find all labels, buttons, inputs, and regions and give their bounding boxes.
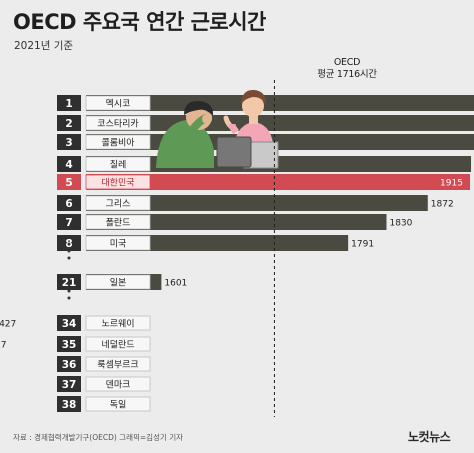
rank-label: 1: [65, 98, 72, 110]
ellipsis-dots: [67, 242, 71, 300]
page-subtitle: 2021년 기준: [14, 40, 74, 52]
rank-box: [57, 214, 81, 230]
rank-box: [57, 115, 81, 131]
bar-8: [86, 235, 349, 251]
country-label: 덴마크: [106, 380, 131, 391]
publisher-logo: 노컷뉴스: [408, 430, 451, 444]
rank-label: 7: [65, 217, 72, 229]
bar-5: [86, 174, 471, 190]
oecd-average-label: OECD 평균 1716시간: [306, 57, 388, 81]
country-name-box: [85, 134, 151, 150]
oecd-average-label-line1: OECD: [333, 57, 361, 68]
country-label: 노르웨이: [101, 318, 134, 330]
rank-box: [57, 396, 81, 412]
oecd-average-label-line2: 평균 1716시간: [317, 69, 377, 80]
rank-box: [57, 376, 81, 392]
rank-box: [57, 134, 81, 150]
value-label: 1417: [0, 341, 6, 351]
country-label: 칠레: [110, 160, 127, 171]
man-figure: [156, 100, 252, 168]
rank-label: 2: [65, 118, 72, 130]
country-label: 룩셈부르크: [97, 360, 138, 371]
value-label: 1830: [389, 219, 412, 229]
rank-box: [57, 156, 81, 172]
country-name-box: [85, 376, 151, 392]
value-label: 1601: [164, 279, 187, 289]
country-name-box: [85, 336, 151, 352]
country-label: 미국: [110, 239, 127, 250]
source-note: 자료 : 경제협력개발기구(OECD) 그래픽=김성기 기자: [13, 433, 184, 442]
rank-box: [57, 195, 81, 211]
bar-7: [86, 214, 387, 230]
value-label: 1915: [440, 179, 463, 189]
office-workers-illustration: [156, 89, 279, 169]
country-name-box: [85, 396, 151, 412]
rank-box: [57, 274, 81, 290]
rank-box: [57, 336, 81, 352]
country-label: 대한민국: [101, 178, 134, 189]
country-label: 멕시코: [106, 99, 131, 110]
country-label: 독일: [110, 400, 127, 411]
country-name-box: [85, 235, 151, 251]
bar-1: [86, 95, 474, 111]
country-name-box: [85, 115, 151, 131]
page-title: OECD 주요국 연간 근로시간: [13, 10, 266, 34]
country-label: 콜롬비아: [101, 138, 135, 149]
rank-label: 37: [62, 379, 77, 391]
rank-label: 34: [62, 318, 77, 330]
country-name-box: [85, 315, 151, 331]
country-name-box: [85, 274, 151, 290]
bar-6: [86, 195, 428, 211]
country-name-box: [85, 174, 151, 190]
country-label: 코스타리카: [97, 119, 138, 130]
rank-label: 6: [65, 198, 72, 210]
rank-box: [57, 315, 81, 331]
value-label: 1427: [0, 320, 16, 330]
country-name-box: [85, 356, 151, 372]
rank-box: [57, 95, 81, 111]
value-label: 1872: [431, 200, 454, 210]
rank-label: 36: [62, 359, 77, 371]
rank-box: [57, 174, 81, 190]
rank-label: 38: [62, 399, 77, 411]
country-name-box: [85, 214, 151, 230]
country-name-box: [85, 156, 151, 172]
rank-label: 4: [65, 159, 72, 171]
country-label: 폴란드: [106, 217, 131, 229]
rank-label: 35: [62, 339, 77, 351]
rank-box: [57, 356, 81, 372]
country-label: 일본: [110, 278, 127, 289]
country-label: 그리스: [106, 199, 131, 210]
country-name-box: [85, 195, 151, 211]
value-label: 1791: [351, 240, 374, 250]
rank-label: 3: [65, 137, 72, 149]
country-name-box: [85, 95, 151, 111]
rank-label: 5: [65, 177, 72, 189]
country-label: 네덜란드: [101, 339, 134, 351]
